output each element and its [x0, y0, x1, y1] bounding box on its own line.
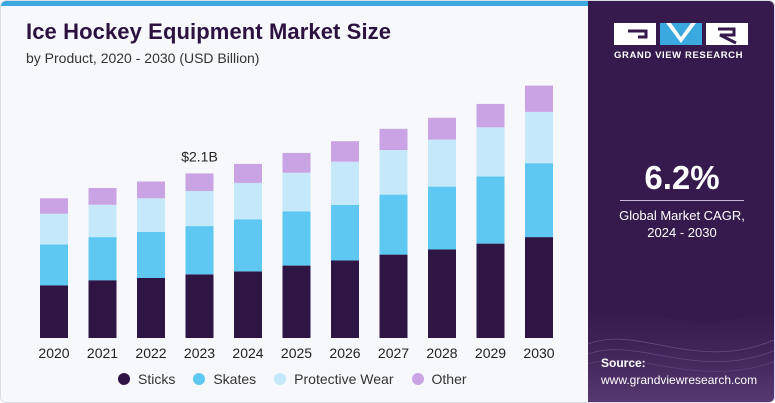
accent-bar: [1, 1, 588, 6]
bar-segment-sticks-2020: [40, 285, 68, 338]
bar-segment-other-2029: [476, 103, 505, 128]
bar-segment-other-2023: [185, 173, 214, 191]
bar-segment-other-2028: [428, 117, 456, 140]
legend-swatch: [118, 373, 130, 385]
logo-mark-r: [706, 23, 748, 45]
summary-sidebar: GRAND VIEW RESEARCH 6.2% Global Market C…: [588, 1, 774, 402]
cagr-label: Global Market CAGR, 2024 - 2030: [588, 207, 774, 241]
bar-segment-protective-wear-2027: [379, 150, 408, 195]
x-tick-label: 2024: [232, 345, 263, 361]
bar-segment-protective-wear-2023: [185, 191, 214, 227]
logo-mark-group: [614, 23, 754, 45]
chart-panel: Ice Hockey Equipment Market Size by Prod…: [1, 1, 588, 402]
bar-segment-skates-2029: [476, 176, 505, 244]
decorative-wave: [588, 309, 774, 402]
bar-segment-sticks-2027: [379, 254, 408, 338]
data-label-annotation: $2.1B: [181, 148, 218, 164]
bar-segment-sticks-2023: [185, 274, 214, 338]
bar-segment-other-2022: [137, 181, 165, 199]
legend-swatch: [411, 373, 424, 385]
bar-segment-protective-wear-2021: [88, 204, 117, 238]
bar-segment-skates-2023: [185, 226, 214, 275]
bar-segment-skates-2027: [379, 194, 408, 255]
bar-segment-sticks-2022: [137, 278, 165, 338]
x-tick-label: 2026: [329, 345, 360, 361]
x-tick-label: 2029: [475, 345, 506, 361]
bar-segment-sticks-2028: [428, 249, 456, 338]
brand-name: GRAND VIEW RESEARCH: [614, 50, 744, 61]
x-tick-label: 2020: [38, 345, 69, 361]
chart-subtitle: by Product, 2020 - 2030 (USD Billion): [26, 50, 260, 66]
x-tick-label: 2025: [281, 345, 312, 361]
bar-segment-other-2027: [379, 128, 408, 150]
bar-segment-sticks-2029: [476, 243, 505, 338]
brand-logo: GRAND VIEW RESEARCH: [614, 23, 754, 61]
bar-segment-protective-wear-2024: [234, 182, 262, 220]
legend-item-other: Other: [411, 371, 467, 387]
bar-segment-protective-wear-2028: [428, 139, 456, 187]
bar-segment-sticks-2021: [88, 280, 117, 338]
legend-item-skates: Skates: [193, 371, 256, 387]
bar-segment-skates-2028: [428, 186, 456, 250]
bar-segment-protective-wear-2026: [331, 161, 359, 205]
stacked-bar-chart: 2020 2021 2022 2023 $2.1B 2024 2025 2026 2027 202…: [38, 85, 555, 361]
x-tick-label: 2027: [378, 345, 409, 361]
x-tick-label: 2028: [426, 345, 457, 361]
bar-segment-other-2021: [88, 188, 117, 205]
bar-segment-protective-wear-2030: [525, 112, 553, 164]
bar-segment-skates-2022: [137, 231, 165, 278]
cagr-divider: [620, 200, 744, 201]
logo-mark-v: [660, 23, 702, 45]
logo-mark-g: [614, 23, 656, 45]
bar-segment-other-2030: [525, 85, 553, 112]
bar-segment-other-2025: [282, 152, 311, 173]
bar-segment-other-2026: [331, 141, 359, 162]
bar-segment-sticks-2025: [282, 265, 311, 338]
legend-item-sticks: Sticks: [118, 371, 175, 387]
bar-segment-protective-wear-2025: [282, 172, 311, 212]
bar-segment-sticks-2024: [234, 271, 262, 338]
bar-segment-skates-2024: [234, 219, 262, 272]
legend-swatch: [274, 373, 287, 385]
cagr-label-line2: 2024 - 2030: [647, 225, 717, 240]
bar-segment-protective-wear-2022: [137, 198, 165, 232]
legend-swatch: [193, 373, 206, 385]
legend-label: Other: [431, 371, 467, 387]
x-tick-label: 2023: [184, 345, 215, 361]
bar-segment-skates-2020: [40, 244, 68, 286]
legend-item-protective-wear: Protective Wear: [274, 371, 394, 387]
bar-segment-protective-wear-2020: [40, 213, 68, 245]
cagr-label-line1: Global Market CAGR,: [619, 208, 745, 223]
x-tick-label: 2021: [87, 345, 118, 361]
bar-segment-skates-2030: [525, 163, 553, 238]
bar-segment-sticks-2030: [525, 237, 553, 338]
bar-segment-skates-2021: [88, 237, 117, 281]
bar-segment-skates-2026: [331, 204, 359, 261]
x-tick-label: 2030: [523, 345, 554, 361]
source-label: Source:: [601, 356, 646, 370]
legend-label: Protective Wear: [294, 371, 394, 387]
bar-segment-sticks-2026: [331, 260, 359, 338]
bar-segment-protective-wear-2029: [476, 127, 505, 177]
chart-legend: Sticks Skates Protective Wear Other: [118, 370, 485, 388]
x-tick-label: 2022: [135, 345, 166, 361]
source-link[interactable]: www.grandviewresearch.com: [601, 373, 758, 387]
bar-segment-skates-2025: [282, 211, 311, 266]
chart-title: Ice Hockey Equipment Market Size: [26, 19, 392, 44]
legend-label: Skates: [213, 371, 257, 387]
bar-segment-other-2020: [40, 198, 68, 214]
cagr-value: 6.2%: [644, 159, 720, 196]
bar-segment-other-2024: [234, 163, 262, 183]
legend-label: Sticks: [138, 371, 176, 387]
